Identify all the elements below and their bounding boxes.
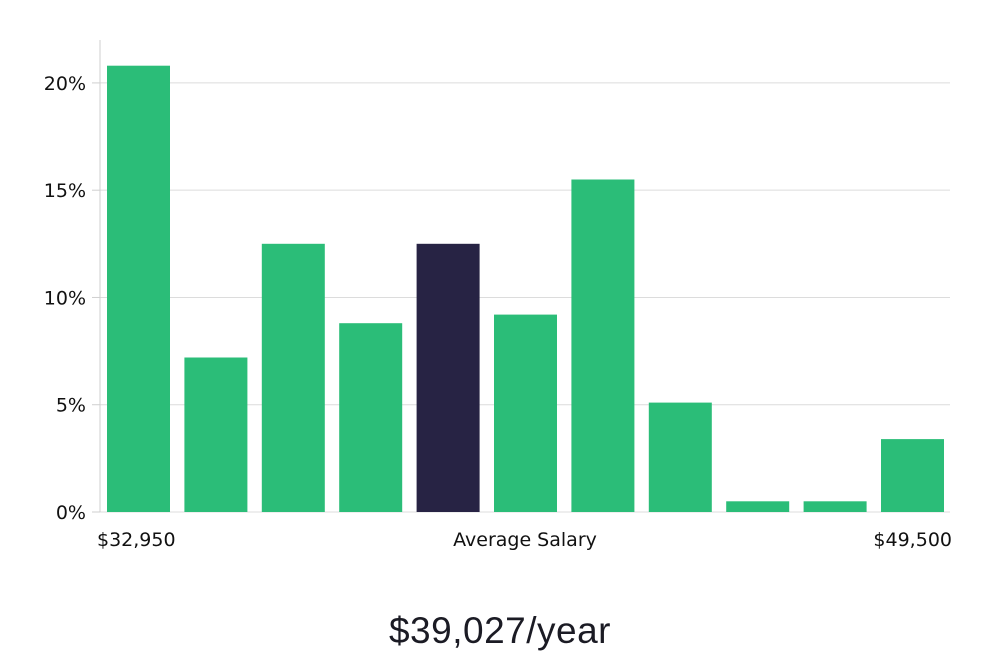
bar xyxy=(261,243,325,513)
bar xyxy=(881,439,944,512)
bar xyxy=(339,323,403,512)
y-tick-label: 10% xyxy=(44,287,86,309)
bar xyxy=(494,314,557,512)
bar xyxy=(726,501,790,512)
x-axis-max-label: $49,500 xyxy=(873,529,952,551)
bar xyxy=(803,501,867,512)
y-tick-label: 20% xyxy=(44,73,86,95)
y-tick-label: 5% xyxy=(56,395,86,417)
bar xyxy=(184,357,248,512)
average-salary-value: $39,027/year xyxy=(388,610,611,651)
x-axis-min-label: $32,950 xyxy=(97,529,176,551)
bar xyxy=(107,65,170,512)
bar xyxy=(648,402,712,512)
bars xyxy=(107,65,944,513)
bar xyxy=(571,179,635,512)
salary-histogram: 0% 5% 10% 15% 20% xyxy=(44,40,950,524)
y-tick-label: 0% xyxy=(56,502,86,524)
y-tick-label: 15% xyxy=(44,180,86,202)
x-axis-title: Average Salary xyxy=(453,529,597,551)
bar-highlighted xyxy=(416,243,480,513)
y-axis-ticks: 0% 5% 10% 15% 20% xyxy=(44,73,100,524)
